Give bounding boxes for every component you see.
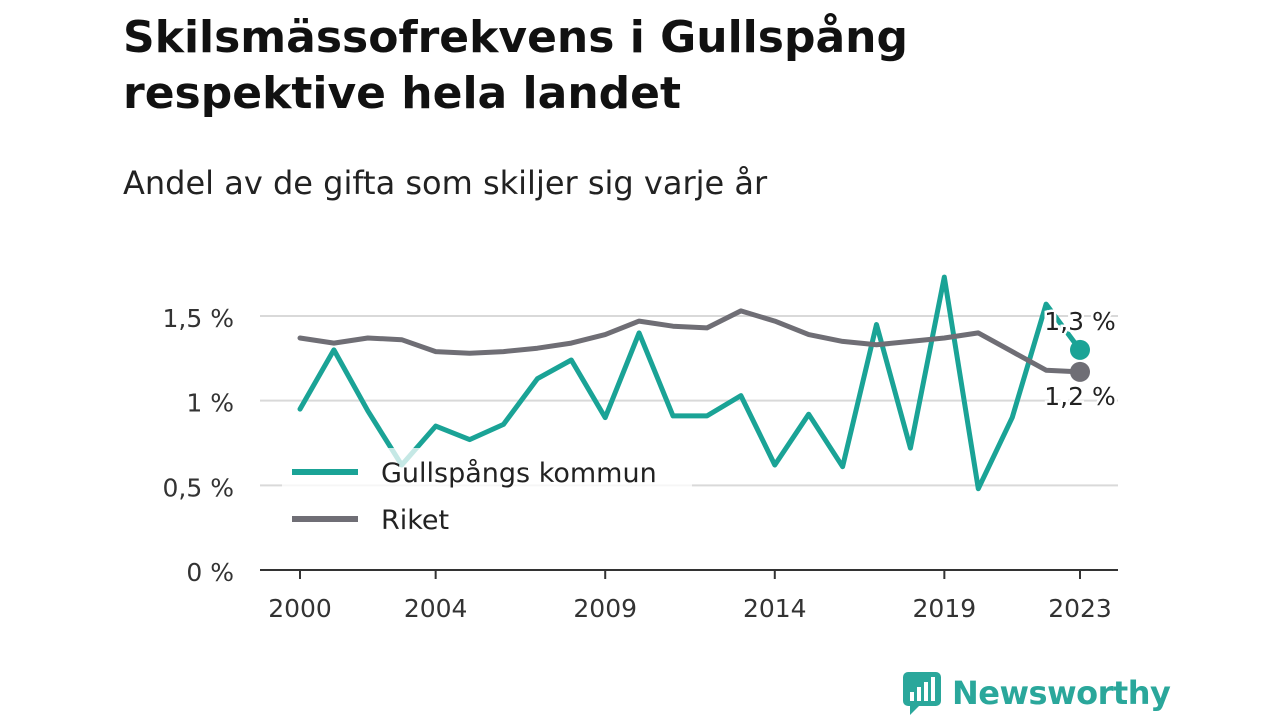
y-tick-label: 1 % — [186, 389, 234, 418]
legend-background — [282, 448, 692, 544]
chart-subtitle: Andel av de gifta som skiljer sig varje … — [123, 164, 768, 202]
series-end-point-1 — [1070, 361, 1090, 382]
y-tick-label: 1,5 % — [163, 304, 234, 333]
x-tick-label: 2000 — [268, 594, 332, 623]
chart-title: Skilsmässofrekvens i Gullspång respektiv… — [123, 12, 908, 119]
series-line-0 — [297, 274, 1083, 492]
series-end-point-0 — [1070, 339, 1090, 360]
x-tick-label: 2004 — [404, 594, 468, 623]
x-tick-label: 2019 — [913, 594, 977, 623]
end-label-1: 1,2 % — [1044, 382, 1115, 411]
legend-label-1: Riket — [381, 505, 449, 536]
legend-label-0: Gullspångs kommun — [381, 458, 657, 489]
end-label-0: 1,3 % — [1044, 307, 1115, 336]
newsworthy-logo-icon — [903, 672, 941, 715]
x-tick-label: 2023 — [1048, 594, 1112, 623]
x-tick-label: 2014 — [743, 594, 807, 623]
brand-name: Newsworthy — [952, 674, 1171, 712]
y-tick-label: 0,5 % — [163, 473, 234, 502]
y-tick-label: 0 % — [186, 558, 234, 587]
brand-logo: Newsworthy — [902, 670, 1171, 716]
series-line-1 — [297, 308, 1083, 375]
x-tick-label: 2009 — [573, 594, 637, 623]
